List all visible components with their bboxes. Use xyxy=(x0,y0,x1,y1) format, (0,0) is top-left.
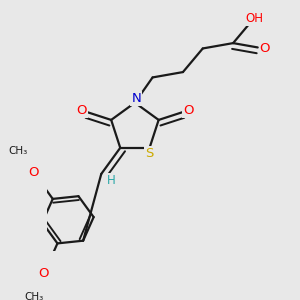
Text: O: O xyxy=(28,166,38,178)
Text: O: O xyxy=(260,42,270,55)
Text: O: O xyxy=(183,104,194,117)
Text: S: S xyxy=(146,147,154,160)
Text: H: H xyxy=(106,174,115,188)
Text: O: O xyxy=(39,267,49,280)
Text: CH₃: CH₃ xyxy=(9,146,28,156)
Text: CH₃: CH₃ xyxy=(24,292,43,300)
Text: OH: OH xyxy=(245,12,263,25)
Text: N: N xyxy=(131,92,141,105)
Text: O: O xyxy=(76,104,86,117)
